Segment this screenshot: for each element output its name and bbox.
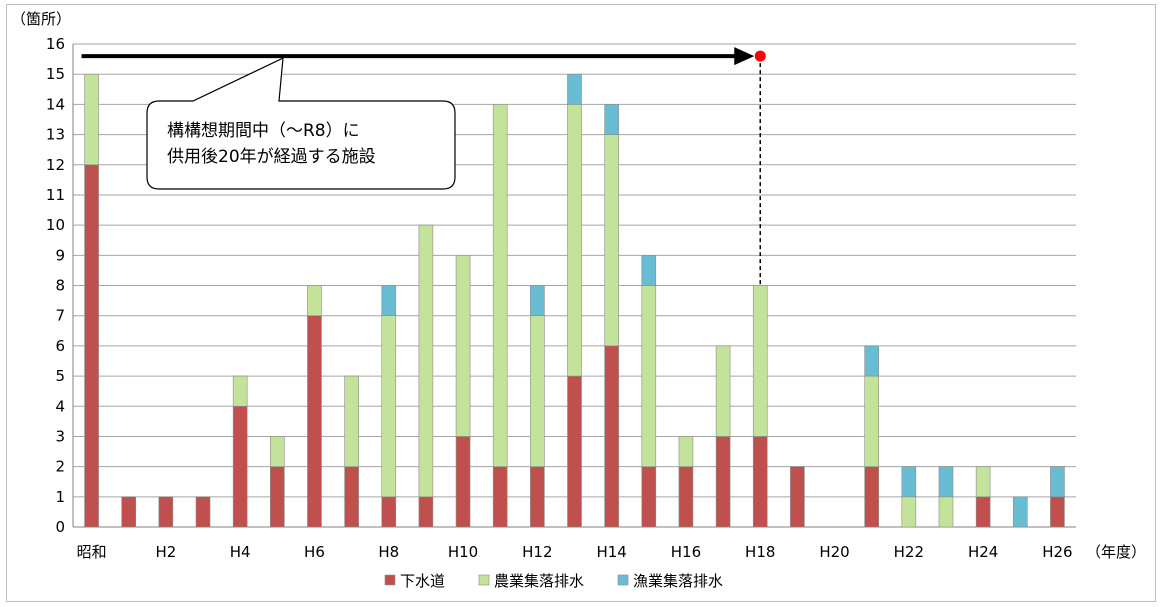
y-tick-label-8: 8 — [55, 277, 65, 295]
y-tick-label-0: 0 — [55, 518, 65, 536]
bar-H3-series-1 — [195, 496, 211, 528]
x-tick-label-H22: H22 — [894, 543, 924, 561]
bar-H16-series-1 — [678, 466, 694, 528]
legend-label-3: 漁業集落排水 — [633, 572, 723, 590]
bar-H26-series-3 — [1050, 466, 1065, 498]
bar-H4-series-1 — [232, 405, 248, 528]
bar-H6-series-1 — [307, 315, 322, 528]
timeline-arrow-head — [734, 47, 755, 66]
bar-H17-series-1 — [715, 436, 731, 528]
bar-H21-series-2 — [864, 375, 879, 467]
x-tick-label-H20: H20 — [819, 543, 849, 561]
bar-H11-series-2 — [492, 104, 508, 467]
x-tick-label-H10: H10 — [448, 543, 478, 561]
y-unit-label: （箇所） — [11, 10, 71, 28]
y-tick-label-13: 13 — [46, 126, 65, 144]
bar-H26-series-1 — [1050, 496, 1065, 528]
bar-昭和-series-2 — [84, 73, 99, 166]
annotation-text-line-2: 供用後20年が経過する施設 — [167, 147, 376, 167]
legend-swatch-3 — [617, 574, 629, 586]
bar-H10-series-1 — [455, 436, 471, 528]
bar-H25-series-3 — [1012, 496, 1028, 528]
bar-H22-series-2 — [901, 496, 917, 528]
bar-H23-series-3 — [938, 466, 954, 498]
bar-H8-series-1 — [381, 496, 397, 528]
bar-H9-series-2 — [418, 224, 434, 498]
bar-昭和-series-1 — [84, 164, 99, 528]
bar-H15-series-3 — [641, 255, 657, 286]
bar-H16-series-2 — [678, 436, 694, 467]
bar-H14-series-3 — [604, 104, 619, 135]
y-tick-label-5: 5 — [55, 367, 65, 385]
bar-H10-series-2 — [455, 255, 471, 437]
bar-H12-series-3 — [530, 285, 545, 316]
bar-H6-series-2 — [307, 285, 322, 316]
bar-H24-series-1 — [975, 496, 991, 528]
y-tick-label-6: 6 — [55, 337, 65, 355]
y-tick-label-15: 15 — [46, 65, 65, 83]
bar-H5-series-1 — [270, 466, 285, 528]
bar-H7-series-2 — [344, 375, 359, 467]
bar-H4-series-2 — [232, 375, 248, 407]
y-tick-label-14: 14 — [46, 95, 65, 113]
bar-H18-series-1 — [752, 436, 768, 528]
bar-H2-series-1 — [158, 496, 174, 528]
bar-H17-series-2 — [715, 345, 731, 437]
x-tick-label-H8: H8 — [378, 543, 399, 561]
x-tick-label-H2: H2 — [155, 543, 176, 561]
y-tick-label-12: 12 — [46, 156, 65, 174]
x-tick-label-H26: H26 — [1042, 543, 1072, 561]
bar-H24-series-2 — [975, 466, 991, 498]
x-tick-label-H4: H4 — [230, 543, 251, 561]
bar-H8-series-2 — [381, 315, 397, 498]
y-tick-label-1: 1 — [55, 488, 65, 506]
legend-swatch-1 — [384, 574, 396, 586]
x-tick-label-昭和: 昭和 — [77, 543, 107, 561]
x-tick-label-H18: H18 — [745, 543, 775, 561]
y-tick-label-9: 9 — [55, 246, 65, 264]
x-tick-label-H24: H24 — [968, 543, 998, 561]
y-tick-label-4: 4 — [55, 397, 65, 415]
y-tick-label-16: 16 — [46, 35, 65, 53]
bar-H元-series-1 — [121, 496, 137, 528]
bar-H11-series-1 — [492, 466, 508, 528]
bar-H8-series-3 — [381, 285, 397, 316]
bar-H15-series-1 — [641, 466, 657, 528]
x-tick-label-H16: H16 — [671, 543, 701, 561]
legend-label-2: 農業集落排水 — [494, 572, 584, 590]
bar-H12-series-2 — [530, 315, 545, 467]
x-tick-label-H14: H14 — [596, 543, 626, 561]
bar-H19-series-1 — [790, 466, 805, 528]
bar-H13-series-1 — [567, 375, 582, 528]
annotation-end-marker — [754, 50, 766, 62]
x-tick-label-H6: H6 — [304, 543, 325, 561]
chart-frame: 0 1 2 3 4 5 6 7 8 9 10 11 12 13 14 15 16 （箇所） 昭和 H2 H4 H6 H8 H1… — [6, 4, 1156, 602]
legend-label-1: 下水道 — [400, 572, 445, 590]
y-tick-label-7: 7 — [55, 307, 65, 325]
bar-H22-series-3 — [901, 466, 917, 498]
bar-H14-series-2 — [604, 134, 619, 347]
y-tick-label-2: 2 — [55, 458, 65, 476]
bar-H12-series-1 — [530, 466, 545, 528]
bar-H21-series-1 — [864, 466, 879, 528]
x-unit-label: （年度） — [1086, 543, 1146, 561]
bar-H13-series-3 — [567, 73, 582, 105]
legend-swatch-2 — [478, 574, 490, 586]
bar-H13-series-2 — [567, 104, 582, 377]
x-tick-label-H12: H12 — [522, 543, 552, 561]
y-tick-label-10: 10 — [46, 216, 65, 234]
bar-H14-series-1 — [604, 345, 619, 528]
bar-H7-series-1 — [344, 466, 359, 528]
y-tick-label-3: 3 — [55, 427, 65, 445]
bar-H15-series-2 — [641, 285, 657, 467]
bar-H9-series-1 — [418, 496, 434, 528]
annotation-text-line-1: 構構想期間中（～R8）に — [167, 121, 360, 141]
y-tick-label-11: 11 — [46, 186, 65, 204]
bar-H21-series-3 — [864, 345, 879, 377]
bar-H18-series-2 — [752, 285, 768, 437]
annotation-callout — [146, 57, 456, 190]
bar-H5-series-2 — [270, 436, 285, 467]
bar-H23-series-2 — [938, 496, 954, 528]
